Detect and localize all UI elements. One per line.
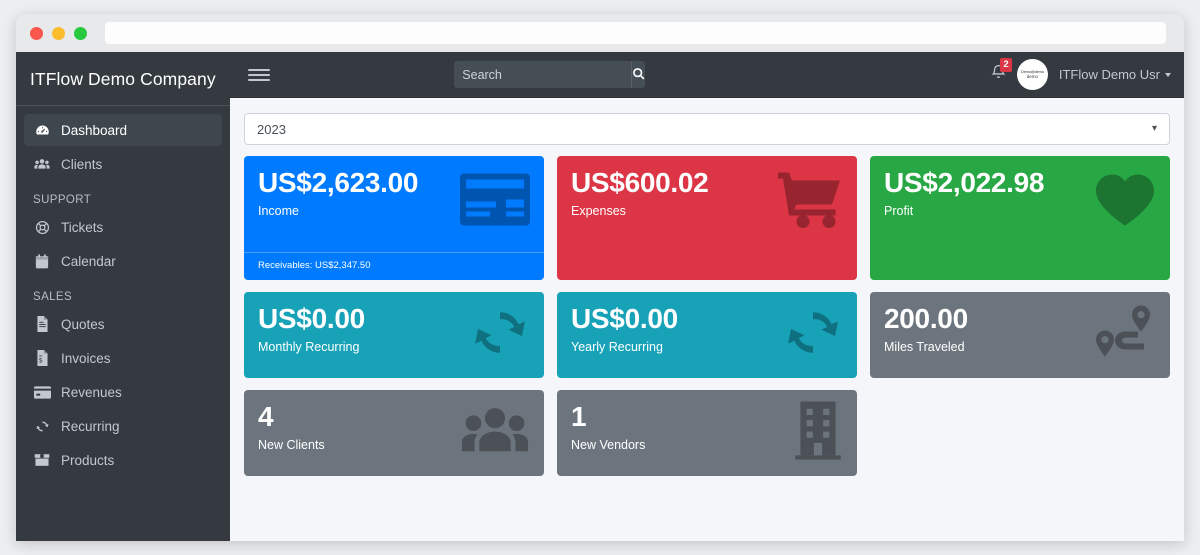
life-ring-icon xyxy=(32,218,52,236)
sidebar-item-invoices[interactable]: $ Invoices xyxy=(24,342,222,374)
user-menu-label: ITFlow Demo Usr xyxy=(1058,67,1160,82)
stat-card-label: Yearly Recurring xyxy=(571,340,663,355)
sidebar-item-label: Dashboard xyxy=(61,122,128,138)
stat-card-value: US$600.02 xyxy=(571,167,709,198)
sidebar-item-label: Quotes xyxy=(61,316,105,332)
sidebar-item-tickets[interactable]: Tickets xyxy=(24,211,222,243)
stat-card-value: 200.00 xyxy=(884,303,968,334)
stat-card-value: US$2,623.00 xyxy=(258,167,419,198)
sidebar-item-label: Revenues xyxy=(61,384,122,400)
sidebar-item-label: Tickets xyxy=(61,219,104,235)
sidebar-item-label: Products xyxy=(61,452,115,468)
sidebar-header-sales: SALES xyxy=(33,291,73,303)
file-invoice-dollar-icon: $ xyxy=(32,349,52,367)
stat-card-label: Income xyxy=(258,204,299,219)
content-area: 2 Demo@demo demo ITFlow Demo Usr 2023 ▾ xyxy=(230,52,1184,541)
sidebar-item-dashboard[interactable]: Dashboard xyxy=(24,114,222,146)
stat-card-label: New Clients xyxy=(258,438,325,453)
sidebar-item-recurring[interactable]: Recurring xyxy=(24,410,222,442)
year-filter-select[interactable]: 2023 ▾ xyxy=(244,113,1170,145)
stat-card-value: US$2,022.98 xyxy=(884,167,1045,198)
avatar[interactable]: Demo@demo demo xyxy=(1016,59,1048,90)
stat-card-label: Monthly Recurring xyxy=(258,340,360,355)
stat-card-label: Miles Traveled xyxy=(884,340,965,355)
address-bar[interactable] xyxy=(105,22,1166,44)
heart-icon xyxy=(1094,172,1156,233)
box-icon xyxy=(32,451,52,469)
sync-icon xyxy=(470,304,530,367)
search-button[interactable] xyxy=(631,61,646,88)
stat-card-label: Expenses xyxy=(571,204,626,219)
hamburger-icon[interactable] xyxy=(248,64,270,86)
user-menu[interactable]: ITFlow Demo Usr xyxy=(1059,67,1171,82)
sidebar-item-quotes[interactable]: Quotes xyxy=(24,308,222,340)
year-filter-value: 2023 xyxy=(257,121,286,137)
avatar-line-1: Demo@demo xyxy=(1020,68,1044,74)
notification-count-badge: 2 xyxy=(999,58,1013,72)
top-navbar: 2 Demo@demo demo ITFlow Demo Usr xyxy=(230,52,1184,98)
sidebar-nav: Dashboard Clients SUPPORT Tickets xyxy=(16,106,230,476)
sidebar-header-support: SUPPORT xyxy=(33,194,92,206)
stat-card-monthly-recurring[interactable]: US$0.00 Monthly Recurring xyxy=(244,292,544,378)
sidebar-item-label: Invoices xyxy=(61,350,111,366)
stat-card-label: Profit xyxy=(884,204,914,219)
browser-window: ITFlow Demo Company Dashboard Clients SU… xyxy=(16,14,1184,541)
dashboard-page: 2023 ▾ US$2,623.00 Income Receivables: U… xyxy=(230,98,1184,541)
stat-cards: US$2,623.00 Income Receivables: US$2,347… xyxy=(244,156,1170,476)
search-icon xyxy=(632,67,645,83)
search-input[interactable] xyxy=(454,61,632,88)
stat-card-label: New Vendors xyxy=(571,438,646,453)
users-icon xyxy=(32,155,52,173)
stat-card-value: 4 xyxy=(258,401,274,432)
shopping-cart-icon xyxy=(777,170,843,235)
receipt-icon xyxy=(460,173,530,231)
route-icon xyxy=(1090,304,1156,367)
sidebar: ITFlow Demo Company Dashboard Clients SU… xyxy=(16,52,230,541)
avatar-line-2: demo xyxy=(1026,74,1038,79)
sidebar-item-label: Calendar xyxy=(61,253,116,269)
stat-card-new-clients[interactable]: 4 New Clients xyxy=(244,390,544,476)
svg-text:$: $ xyxy=(38,357,42,364)
stat-card-profit[interactable]: US$2,022.98 Profit xyxy=(870,156,1170,280)
sidebar-item-calendar[interactable]: Calendar xyxy=(24,245,222,277)
sidebar-item-products[interactable]: Products xyxy=(24,444,222,476)
search-box xyxy=(454,61,646,88)
sidebar-item-revenues[interactable]: Revenues xyxy=(24,376,222,408)
file-invoice-icon xyxy=(32,315,52,333)
close-window-button[interactable] xyxy=(30,26,43,40)
credit-card-icon xyxy=(32,383,52,401)
stat-card-income[interactable]: US$2,623.00 Income Receivables: US$2,347… xyxy=(244,156,544,280)
tachometer-icon xyxy=(32,121,52,139)
stat-card-value: 1 xyxy=(571,401,587,432)
navbar-right: 2 Demo@demo demo ITFlow Demo Usr xyxy=(991,58,1171,90)
sidebar-item-clients[interactable]: Clients xyxy=(24,148,222,180)
stat-card-value: US$0.00 xyxy=(571,303,678,334)
sync-icon xyxy=(32,417,52,435)
stat-card-miles-traveled[interactable]: 200.00 Miles Traveled xyxy=(870,292,1170,378)
window-controls xyxy=(30,26,87,40)
chevron-down-icon: ▾ xyxy=(1151,122,1157,134)
stat-card-yearly-recurring[interactable]: US$0.00 Yearly Recurring xyxy=(557,292,857,378)
stat-card-expenses[interactable]: US$600.02 Expenses xyxy=(557,156,857,280)
sidebar-item-label: Clients xyxy=(61,156,103,172)
sync-icon xyxy=(783,304,843,367)
stat-card-footer: Receivables: US$2,347.50 xyxy=(244,252,544,280)
sidebar-item-label: Recurring xyxy=(61,418,120,434)
maximize-window-button[interactable] xyxy=(74,26,87,40)
stat-card-value: US$0.00 xyxy=(258,303,365,334)
users-icon xyxy=(460,403,530,464)
calendar-icon xyxy=(32,252,52,270)
building-icon xyxy=(793,401,843,465)
notifications-button[interactable]: 2 xyxy=(991,58,1013,85)
sidebar-brand[interactable]: ITFlow Demo Company xyxy=(16,52,230,106)
browser-chrome-bar xyxy=(16,14,1184,52)
page-viewport: ITFlow Demo Company Dashboard Clients SU… xyxy=(16,52,1184,541)
stat-card-new-vendors[interactable]: 1 New Vendors xyxy=(557,390,857,476)
caret-down-icon xyxy=(1164,72,1171,77)
minimize-window-button[interactable] xyxy=(52,26,65,40)
